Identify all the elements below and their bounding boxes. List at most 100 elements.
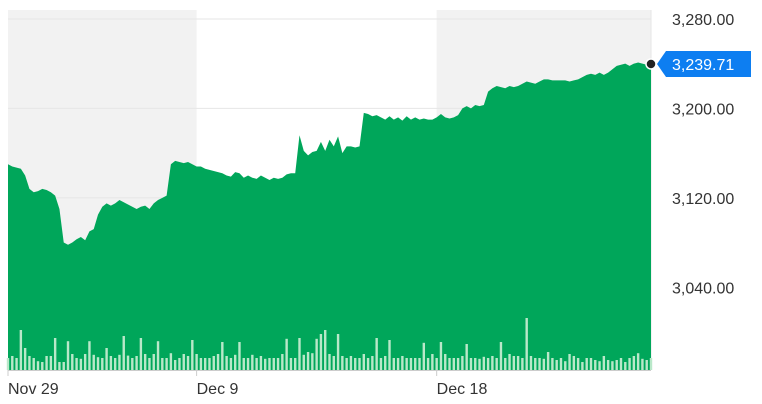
volume-bar bbox=[602, 356, 606, 370]
volume-bar bbox=[439, 342, 443, 370]
volume-bar bbox=[306, 352, 310, 370]
volume-bar bbox=[53, 338, 57, 370]
x-tick-label: Dec 9 bbox=[197, 381, 239, 398]
volume-bar bbox=[109, 356, 113, 370]
volume-bar bbox=[105, 348, 108, 370]
volume-bar bbox=[302, 354, 305, 370]
volume-bar bbox=[478, 358, 481, 370]
volume-bar bbox=[66, 341, 70, 370]
volume-bar bbox=[268, 358, 271, 370]
volume-bar bbox=[88, 341, 91, 370]
volume-bar bbox=[555, 360, 558, 370]
volume-bar bbox=[62, 362, 65, 370]
volume-bar bbox=[242, 358, 245, 370]
volume-bar bbox=[482, 356, 486, 370]
volume-bar bbox=[92, 354, 95, 370]
volume-bar bbox=[418, 358, 421, 370]
volume-bar bbox=[126, 355, 130, 370]
volume-bar bbox=[611, 361, 614, 370]
volume-bar bbox=[6, 358, 10, 370]
volume-bar bbox=[452, 358, 456, 370]
volume-bar bbox=[328, 354, 331, 370]
volume-bar bbox=[504, 358, 507, 370]
volume-bar bbox=[152, 354, 155, 370]
volume-bar bbox=[319, 334, 323, 370]
volume-bar bbox=[182, 354, 185, 370]
volume-bar bbox=[161, 358, 164, 370]
volume-bar bbox=[208, 358, 211, 370]
volume-bar bbox=[259, 356, 263, 370]
volume-bar bbox=[49, 356, 53, 370]
volume-bar bbox=[448, 358, 451, 370]
volume-bars bbox=[6, 318, 653, 370]
volume-bar bbox=[456, 358, 460, 370]
volume-bar bbox=[388, 340, 391, 370]
y-tick-label: 3,280.00 bbox=[672, 12, 734, 29]
volume-bar bbox=[135, 356, 138, 370]
volume-bar bbox=[564, 361, 567, 370]
volume-bar bbox=[641, 358, 644, 370]
volume-bar bbox=[598, 361, 601, 370]
volume-bar bbox=[11, 356, 14, 370]
y-axis-ticks: 3,280.00 3,200.00 3,120.00 3,040.00 bbox=[672, 12, 734, 297]
volume-bar bbox=[615, 360, 618, 370]
volume-bar bbox=[551, 358, 554, 370]
volume-bar bbox=[96, 357, 100, 370]
volume-bar bbox=[195, 354, 198, 370]
volume-bar bbox=[474, 358, 477, 370]
volume-bar bbox=[238, 342, 241, 370]
volume-bar bbox=[542, 358, 546, 370]
volume-bar bbox=[594, 360, 597, 370]
volume-bar bbox=[156, 341, 160, 370]
volume-bar bbox=[469, 358, 473, 370]
volume-bar bbox=[36, 361, 40, 370]
volume-bar bbox=[366, 358, 370, 370]
volume-bar bbox=[589, 358, 593, 370]
volume-bar bbox=[336, 334, 340, 370]
volume-bar bbox=[28, 356, 31, 370]
x-axis-ticks: Nov 29 Dec 9 Dec 18 bbox=[7, 370, 488, 398]
volume-bar bbox=[178, 358, 181, 370]
volume-bar bbox=[71, 354, 74, 370]
volume-bar bbox=[636, 353, 640, 370]
x-tick-label: Nov 29 bbox=[8, 381, 59, 398]
volume-bar bbox=[559, 358, 563, 370]
x-tick-label: Dec 18 bbox=[437, 381, 488, 398]
volume-bar bbox=[345, 358, 348, 370]
volume-bar bbox=[186, 356, 190, 370]
volume-bar bbox=[255, 358, 258, 370]
volume-bar bbox=[628, 358, 631, 370]
volume-bar bbox=[32, 358, 35, 370]
volume-bar bbox=[165, 358, 168, 370]
volume-bar bbox=[199, 358, 203, 370]
volume-bar bbox=[131, 358, 134, 370]
volume-bar bbox=[113, 358, 117, 370]
y-tick-label: 3,120.00 bbox=[672, 191, 734, 208]
volume-bar bbox=[444, 354, 447, 370]
last-price-label: 3,239.71 bbox=[672, 57, 734, 74]
volume-bar bbox=[512, 356, 516, 370]
volume-bar bbox=[516, 356, 520, 370]
volume-bar bbox=[508, 354, 511, 370]
volume-bar bbox=[285, 338, 288, 370]
volume-bar bbox=[246, 358, 250, 370]
volume-bar bbox=[645, 360, 648, 370]
volume-bar bbox=[169, 353, 173, 370]
volume-bar bbox=[289, 358, 293, 370]
volume-bar bbox=[461, 356, 464, 370]
volume-bar bbox=[221, 342, 224, 370]
last-price-badge: 3,239.71 bbox=[657, 50, 751, 77]
y-tick-label: 3,040.00 bbox=[672, 280, 734, 297]
volume-bar bbox=[298, 338, 301, 370]
volume-bar bbox=[619, 358, 623, 370]
volume-bar bbox=[521, 358, 524, 370]
volume-bar bbox=[272, 358, 275, 370]
volume-bar bbox=[632, 356, 636, 370]
volume-bar bbox=[581, 362, 584, 370]
volume-bar bbox=[546, 352, 550, 370]
volume-bar bbox=[576, 358, 580, 370]
volume-bar bbox=[371, 356, 374, 370]
volume-bar bbox=[349, 356, 353, 370]
volume-bar bbox=[203, 358, 207, 370]
